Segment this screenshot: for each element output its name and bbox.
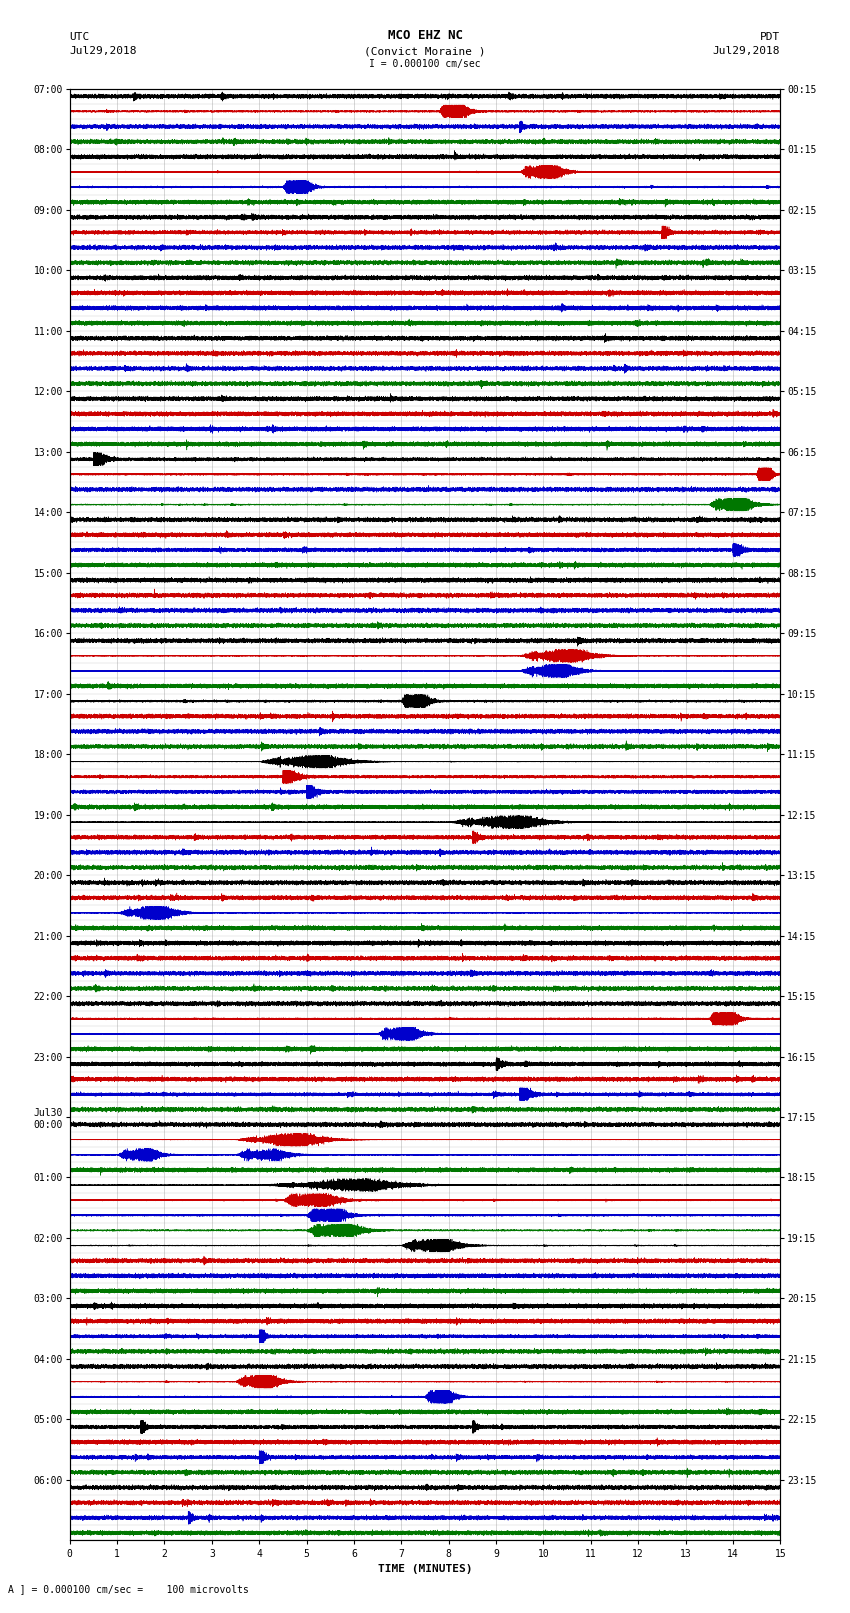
- X-axis label: TIME (MINUTES): TIME (MINUTES): [377, 1563, 473, 1574]
- Text: A ] = 0.000100 cm/sec =    100 microvolts: A ] = 0.000100 cm/sec = 100 microvolts: [8, 1584, 249, 1594]
- Text: MCO EHZ NC: MCO EHZ NC: [388, 29, 462, 42]
- Text: PDT: PDT: [760, 32, 780, 42]
- Text: Jul29,2018: Jul29,2018: [713, 47, 780, 56]
- Text: I = 0.000100 cm/sec: I = 0.000100 cm/sec: [369, 60, 481, 69]
- Text: (Convict Moraine ): (Convict Moraine ): [365, 47, 485, 56]
- Text: Jul29,2018: Jul29,2018: [70, 47, 137, 56]
- Text: UTC: UTC: [70, 32, 90, 42]
